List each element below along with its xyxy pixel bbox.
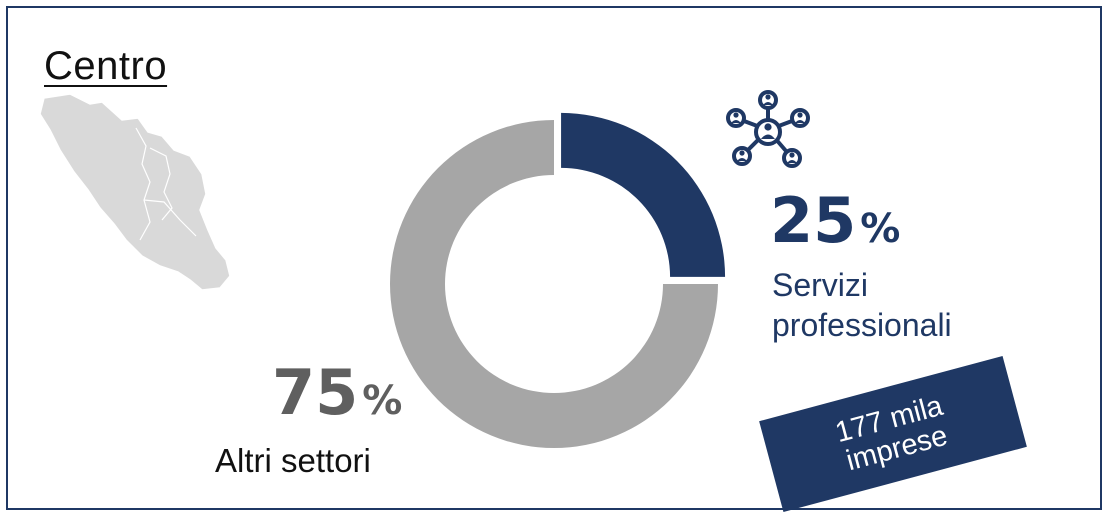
secondary-percentage: 75% [272,362,402,424]
secondary-percentage-value: 75 [272,356,359,429]
primary-label-line2: professionali [772,307,952,343]
donut-chart [390,112,726,448]
page-title: Centro [44,44,168,88]
donut-slice-1 [390,120,718,448]
secondary-label: Altri settori [215,442,371,479]
donut-slice-0 [561,112,726,277]
primary-label: Servizi professionali [772,265,1032,345]
primary-label-line1: Servizi [772,267,869,303]
chart-slices [390,112,726,448]
primary-percentage-unit: % [860,206,901,252]
primary-percentage: 25% [770,190,900,252]
central-italy-map-icon [39,93,231,291]
secondary-percentage-unit: % [362,378,403,424]
primary-percentage-value: 25 [770,184,857,257]
network-people-icon [726,90,810,168]
